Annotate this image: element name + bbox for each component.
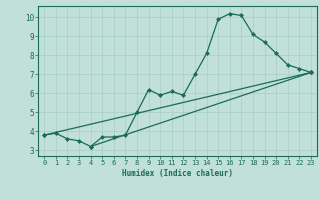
X-axis label: Humidex (Indice chaleur): Humidex (Indice chaleur) bbox=[122, 169, 233, 178]
